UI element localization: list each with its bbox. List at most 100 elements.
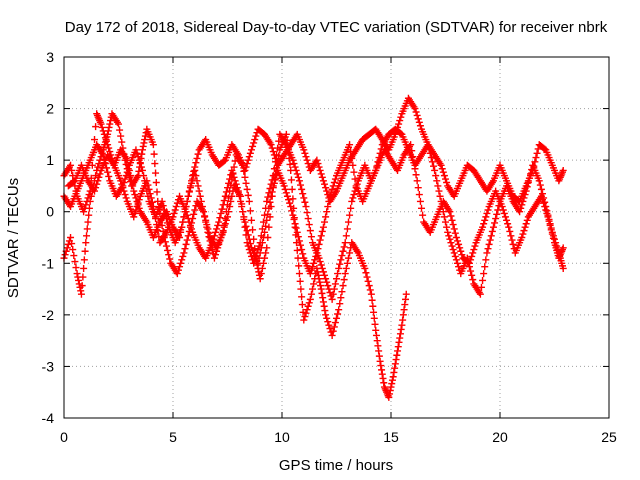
data-point [226,203,234,211]
data-point [291,163,299,171]
data-point [188,179,196,187]
data-point [319,177,327,185]
data-point [387,383,395,391]
data-point [68,240,76,248]
y-tick-label: 1 [46,152,54,168]
data-point [143,177,151,185]
data-point [342,264,350,272]
data-point [244,231,252,239]
data-point [242,222,250,230]
data-point [293,246,301,254]
data-point [304,302,312,310]
data-point [287,176,295,184]
data-point [300,194,308,202]
data-point [159,202,167,210]
data-point [224,213,231,221]
data-point [335,306,343,314]
data-point [240,213,248,221]
data-point [313,156,321,164]
data-point [91,136,99,144]
data-point [257,270,265,278]
data-point [96,170,104,178]
data-point [491,219,499,227]
data-point [225,208,233,216]
data-point [106,120,114,128]
data-point [80,264,88,272]
data-point [273,151,281,159]
data-point [393,351,401,359]
data-point [245,153,253,161]
data-point [326,289,334,297]
y-tick-label: -4 [42,410,55,426]
data-point [214,221,222,229]
data-point [244,191,252,199]
data-point [329,327,337,335]
data-point [191,166,199,174]
data-point [425,145,433,153]
data-point [470,246,478,254]
data-point [290,160,298,168]
data-point [484,206,492,214]
data-point [67,234,75,241]
data-point [296,277,304,285]
data-point [479,276,487,284]
data-point [415,118,423,126]
data-point [324,318,332,326]
data-point [323,187,331,195]
data-point [264,210,272,218]
data-point [117,177,125,185]
data-point [316,278,324,286]
data-point [335,264,343,272]
data-point [468,271,476,279]
data-point [426,149,434,157]
data-point [289,156,297,164]
data-point [545,215,553,223]
data-point [251,136,259,144]
data-point [371,320,379,328]
data-point [524,178,532,186]
data-point [304,160,312,168]
data-point [83,232,91,240]
data-point [134,199,142,207]
data-point [397,113,405,121]
data-point [370,308,378,316]
data-point [325,197,333,205]
data-point [83,197,91,205]
data-point [319,223,327,231]
data-point [402,290,410,298]
data-point [321,180,329,188]
data-point [439,208,447,216]
data-point [305,299,313,307]
data-point [299,250,307,258]
data-point [120,187,128,195]
data-point [152,169,160,177]
data-point [83,225,91,233]
chart-title: Day 172 of 2018, Sidereal Day-to-day VTE… [65,19,608,36]
data-point [98,123,106,131]
x-tick-labels: 0 5 10 15 20 25 [60,429,617,445]
data-point [520,194,528,202]
data-point [489,223,497,231]
data-point [443,178,451,186]
data-point [181,245,189,253]
data-point [216,237,224,245]
data-point [506,227,514,235]
data-point [84,218,92,226]
data-point [437,161,445,169]
data-point [185,218,193,226]
data-point [505,223,513,231]
data-point [314,271,322,279]
data-point [242,163,250,171]
data-point [346,141,354,149]
data-point [196,192,204,200]
data-point [188,225,196,233]
data-point [322,275,330,283]
data-point [212,251,220,259]
data-point [235,192,243,200]
data-point [191,206,199,214]
data-point [297,241,305,249]
data-point [286,199,294,207]
data-point [301,313,309,321]
data-point [298,301,306,309]
data-point [153,188,161,196]
